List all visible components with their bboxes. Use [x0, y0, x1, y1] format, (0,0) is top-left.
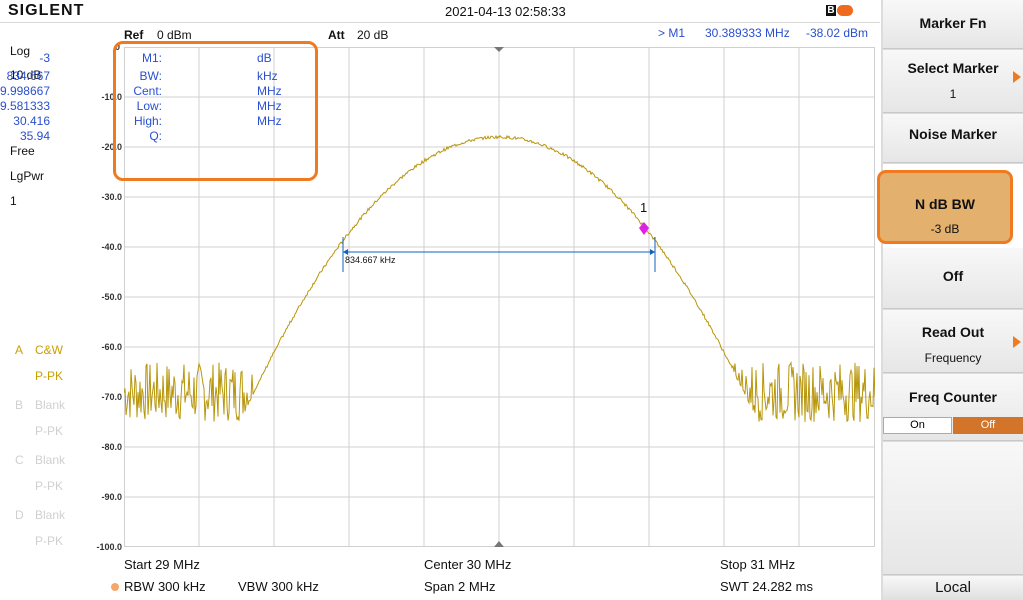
marker-table-unit: dB: [257, 51, 272, 65]
y-tick-label: -70.0: [101, 392, 122, 402]
marker-readout-freq: 30.389333 MHz: [705, 26, 790, 40]
y-tick-label: -50.0: [101, 292, 122, 302]
trace-d-letter[interactable]: D: [15, 508, 24, 522]
center-freq[interactable]: Center 30 MHz: [424, 557, 512, 572]
trace-a-detector: P-PK: [35, 369, 64, 383]
ref-label: Ref: [124, 28, 144, 42]
marker-table-label: Low:: [136, 99, 162, 113]
y-tick-label: -80.0: [101, 442, 122, 452]
top-status-bar: [0, 0, 880, 23]
off-button[interactable]: Off: [883, 248, 1023, 309]
ref-value[interactable]: 0 dBm: [157, 28, 192, 42]
read-out-label: Read Out: [921, 324, 985, 340]
sweep-mode: Free: [10, 144, 35, 158]
noise-marker-label: Noise Marker: [909, 126, 997, 142]
off-label: Off: [942, 268, 964, 284]
toggle-off[interactable]: Off: [953, 417, 1023, 434]
trace-a-letter[interactable]: A: [15, 343, 24, 357]
marker-table-label: Cent:: [133, 84, 162, 98]
y-tick-label: -100.0: [96, 542, 122, 552]
plot-grid: [124, 47, 875, 547]
y-tick-label: -20.0: [101, 142, 122, 152]
marker-table-highlight: [113, 41, 318, 181]
rbw-value[interactable]: RBW 300 kHz: [124, 579, 206, 594]
start-freq[interactable]: Start 29 MHz: [124, 557, 200, 572]
battery-icon: B: [826, 4, 854, 18]
bw-annotation: 834.667 kHz: [345, 255, 396, 265]
trace-c-letter[interactable]: C: [15, 453, 24, 467]
marker-table-value: 29.581333: [0, 99, 50, 113]
vbw-value[interactable]: VBW 300 kHz: [238, 579, 319, 594]
marker-1-diamond: [639, 222, 649, 235]
select-marker-label: Select Marker: [907, 60, 999, 76]
softkey-title: Marker Fn: [883, 0, 1023, 49]
span-value[interactable]: Span 2 MHz: [424, 579, 496, 594]
y-tick-label: -90.0: [101, 492, 122, 502]
marker-table-value: 35.94: [19, 129, 50, 143]
marker-table-value: 29.998667: [0, 84, 50, 98]
marker-table-label: M1:: [141, 51, 162, 65]
brand-logo: SIGLENT: [8, 2, 85, 19]
avg-count: 1: [10, 194, 17, 208]
y-tick-label: -10.0: [101, 92, 122, 102]
stop-freq[interactable]: Stop 31 MHz: [720, 557, 796, 572]
toggle-on[interactable]: On: [883, 417, 952, 434]
trace-b-mode[interactable]: Blank: [35, 398, 66, 412]
marker-table-label: Q:: [149, 129, 162, 143]
trace-b-detector: P-PK: [35, 424, 64, 438]
marker-readout-prefix: > M1: [658, 26, 686, 40]
marker-table-unit: MHz: [257, 84, 282, 98]
marker-table-value: 30.416: [13, 114, 50, 128]
bw-indicator: [342, 237, 656, 272]
date-time: 2021-04-13 02:58:33: [445, 4, 566, 19]
scale-mode: Log: [10, 44, 31, 58]
ndb-bw-label: N dB BW: [915, 196, 975, 212]
trace-c-mode[interactable]: Blank: [35, 453, 66, 467]
read-out-button[interactable]: Read Out Frequency: [883, 310, 1023, 373]
empty-softkey: [883, 442, 1023, 575]
ndb-bw-key-slot: N dB BW -3 dB: [877, 164, 1023, 249]
marker-table-value: 834.667: [6, 69, 50, 83]
select-marker-value: 1: [949, 87, 957, 101]
softkey-title-label: Marker Fn: [919, 15, 987, 31]
marker-table-value: -3: [39, 51, 50, 65]
swt-value[interactable]: SWT 24.282 ms: [720, 579, 813, 594]
trace-b-letter[interactable]: B: [15, 398, 24, 412]
trace-a-mode[interactable]: C&W: [35, 343, 63, 357]
trace-d-mode[interactable]: Blank: [35, 508, 66, 522]
y-tick-label: -30.0: [101, 192, 122, 202]
y-tick-label: -40.0: [101, 242, 122, 252]
center-bottom-triangle: [494, 541, 504, 547]
marker-table-label: BW:: [139, 69, 162, 83]
att-label: Att: [328, 28, 345, 42]
ndb-bw-button[interactable]: N dB BW -3 dB: [877, 170, 1013, 244]
marker-table-unit: MHz: [257, 114, 282, 128]
scale-div: 10 dB: [10, 68, 42, 82]
marker-table-unit: MHz: [257, 99, 282, 113]
marker-table-label: High:: [133, 114, 162, 128]
y-tick-label: -60.0: [101, 342, 122, 352]
read-out-value: Frequency: [924, 351, 982, 365]
detect-mode: LgPwr: [10, 169, 45, 183]
ndb-bw-value: -3 dB: [930, 222, 960, 236]
rbw-indicator-dot: [111, 583, 119, 591]
trace-c-detector: P-PK: [35, 479, 64, 493]
local-button[interactable]: Local: [883, 576, 1023, 600]
marker-readout-level: -38.02 dBm: [806, 26, 869, 40]
select-marker-button[interactable]: Select Marker 1: [883, 50, 1023, 113]
spectrum-trace: [124, 134, 875, 423]
att-value[interactable]: 20 dB: [357, 28, 389, 42]
submenu-arrow-icon: [1013, 71, 1021, 83]
freq-counter-label: Freq Counter: [909, 389, 997, 405]
marker-1-label: 1: [640, 200, 648, 215]
freq-counter-toggle[interactable]: On Off: [883, 417, 1023, 434]
trace-d-detector: P-PK: [35, 534, 64, 548]
spectrum-plot[interactable]: [124, 47, 875, 547]
marker-table-unit: kHz: [257, 69, 278, 83]
center-top-triangle: [494, 47, 504, 52]
submenu-arrow-icon: [1013, 336, 1021, 348]
noise-marker-button[interactable]: Noise Marker: [883, 114, 1023, 163]
